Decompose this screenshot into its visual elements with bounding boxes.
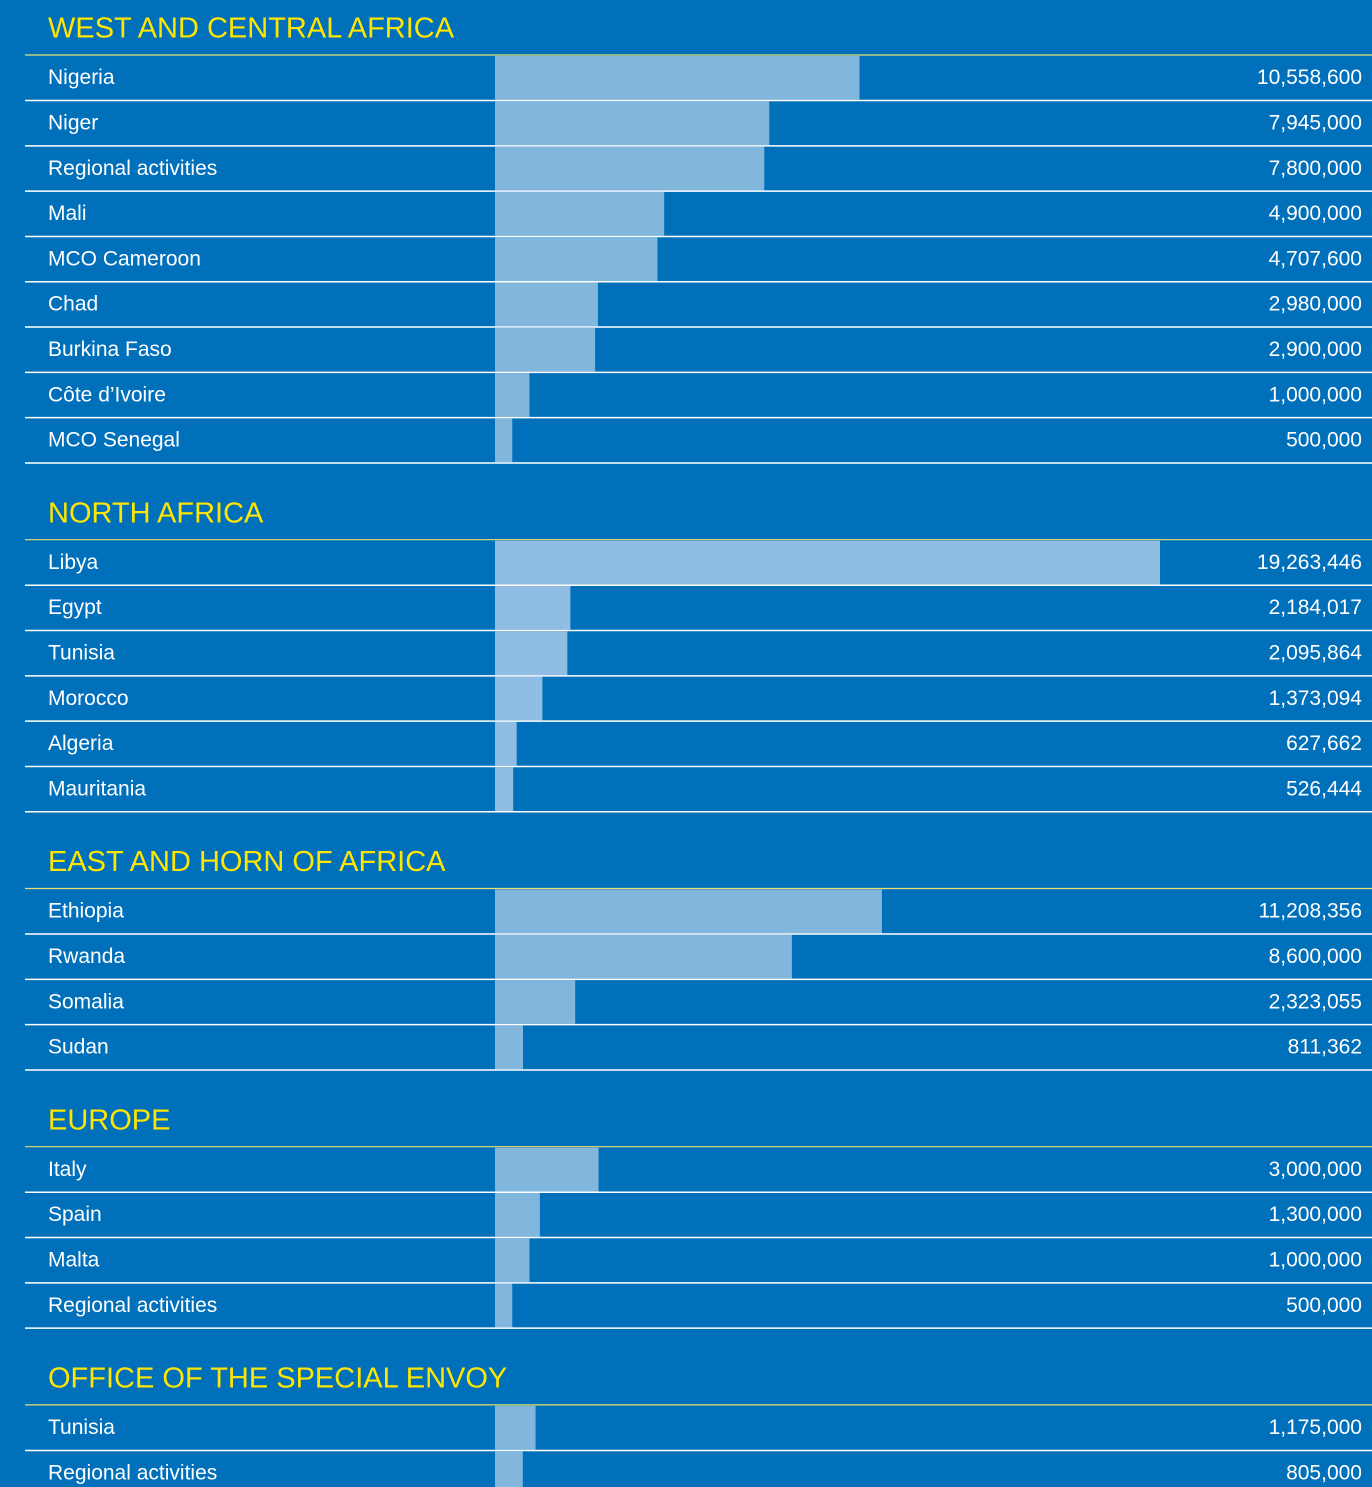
bar [495,1238,530,1283]
value-label: 3,000,000 [1269,1158,1362,1181]
value-label: 10,558,600 [1257,66,1362,89]
bar [495,56,860,100]
category-label: Morocco [48,687,129,710]
value-label: 1,373,094 [1269,687,1363,710]
category-label: Regional activities [48,1294,217,1317]
value-label: 500,000 [1286,1294,1362,1317]
value-label: 526,444 [1286,777,1362,800]
value-label: 7,800,000 [1269,157,1362,180]
bar [495,767,514,811]
section-title: OFFICE OF THE SPECIAL ENVOY [48,1363,507,1395]
category-label: Libya [48,551,99,574]
value-label: 2,095,864 [1269,641,1363,664]
category-label: Chad [48,293,98,316]
category-label: Mauritania [48,777,146,800]
value-label: 2,323,055 [1269,990,1362,1013]
bar [495,1025,524,1070]
bar [495,282,598,327]
bar [495,721,517,766]
category-label: Somalia [48,990,124,1013]
bar [495,237,658,281]
bar [495,191,665,236]
bar [495,676,543,721]
category-label: Sudan [48,1036,109,1059]
value-label: 1,000,000 [1269,1248,1362,1271]
category-label: MCO Cameroon [48,247,201,270]
bar [495,540,1160,585]
category-label: Niger [48,111,98,134]
value-label: 500,000 [1286,429,1362,452]
category-label: Italy [48,1158,87,1181]
category-label: Côte d’Ivoire [48,383,166,406]
value-label: 2,980,000 [1269,293,1362,316]
value-label: 7,945,000 [1269,111,1362,134]
value-label: 19,263,446 [1257,551,1362,574]
value-label: 11,208,356 [1258,900,1362,923]
bar [495,373,530,417]
category-label: Spain [48,1203,102,1226]
category-label: Burkina Faso [48,338,172,361]
category-label: Egypt [48,596,102,619]
value-label: 627,662 [1286,732,1362,755]
category-label: Nigeria [48,66,115,89]
section-title: WEST AND CENTRAL AFRICA [48,13,455,45]
bar [495,980,576,1024]
category-label: Algeria [48,732,114,755]
value-label: 2,184,017 [1269,596,1362,619]
value-label: 1,000,000 [1269,383,1362,406]
bar [495,101,770,146]
bar [495,1193,540,1237]
bar [495,418,513,463]
bar [495,1405,536,1450]
section-title: EAST AND HORN OF AFRICA [48,846,446,878]
category-label: Tunisia [48,641,115,664]
bar [495,1451,523,1487]
category-label: Rwanda [48,945,125,968]
bar [495,889,882,934]
category-label: Malta [48,1248,100,1271]
category-label: Mali [48,202,87,225]
value-label: 1,300,000 [1269,1203,1362,1226]
value-label: 1,175,000 [1269,1416,1362,1439]
value-label: 811,362 [1288,1036,1362,1059]
value-label: 4,900,000 [1269,202,1362,225]
value-label: 805,000 [1286,1461,1362,1484]
category-label: MCO Senegal [48,429,180,452]
value-label: 2,900,000 [1269,338,1362,361]
section-title: NORTH AFRICA [48,497,264,529]
bar [495,1283,513,1328]
bar [495,586,571,630]
bar [495,631,568,676]
bar [495,327,596,372]
section-title: EUROPE [48,1104,170,1136]
category-label: Tunisia [48,1416,115,1439]
category-label: Regional activities [48,1461,217,1484]
bar [495,1147,599,1192]
bar [495,146,765,191]
value-label: 8,600,000 [1269,945,1362,968]
category-label: Ethiopia [48,900,124,923]
category-label: Regional activities [48,157,217,180]
bar [495,934,792,979]
value-label: 4,707,600 [1269,247,1362,270]
